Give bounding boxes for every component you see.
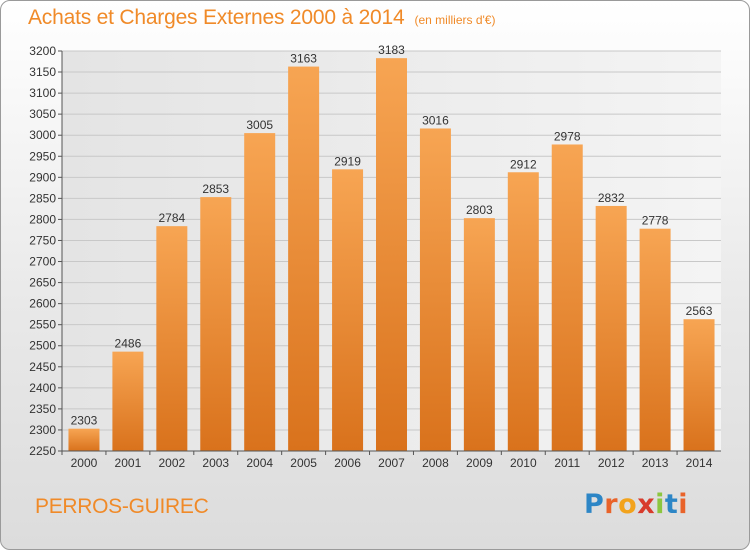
y-tick-label: 2350 — [29, 402, 56, 416]
bar — [595, 205, 627, 451]
bar — [68, 428, 100, 451]
x-tick-label: 2002 — [158, 456, 185, 470]
y-tick-label: 2600 — [29, 297, 56, 311]
bar — [376, 58, 407, 451]
proxiti-logo: Proxiti — [584, 489, 688, 520]
x-tick-label: 2003 — [202, 456, 229, 470]
y-tick-label: 3200 — [29, 44, 56, 58]
x-tick-label: 2000 — [71, 456, 98, 470]
town-name: PERROS-GUIREC — [35, 495, 209, 518]
x-tick-label: 2008 — [422, 456, 449, 470]
y-tick-label: 2500 — [29, 339, 56, 353]
bar — [112, 351, 144, 451]
y-tick-label: 2900 — [29, 170, 56, 184]
data-label: 2563 — [686, 304, 713, 318]
data-label: 2784 — [158, 211, 185, 225]
data-label: 2803 — [466, 203, 493, 217]
bar — [639, 228, 671, 451]
x-tick-label: 2004 — [246, 456, 273, 470]
bar — [288, 66, 320, 451]
y-tick-label: 2950 — [29, 149, 56, 163]
y-tick-label: 2250 — [29, 444, 56, 458]
bar — [463, 218, 495, 451]
chart-title: Achats et Charges Externes 2000 à 2014 — [28, 6, 405, 29]
y-tick-label: 2650 — [29, 276, 56, 290]
bar — [683, 319, 715, 451]
data-label: 3183 — [378, 43, 405, 57]
data-label: 2978 — [554, 129, 581, 143]
y-tick-label: 3000 — [29, 128, 56, 142]
y-tick-label: 2450 — [29, 360, 56, 374]
y-tick-label: 2400 — [29, 381, 56, 395]
y-tick-label: 2850 — [29, 191, 56, 205]
data-label: 2832 — [598, 191, 625, 205]
x-tick-label: 2006 — [334, 456, 361, 470]
data-label: 2919 — [334, 154, 361, 168]
y-tick-label: 2800 — [29, 212, 56, 226]
logo-letter: o — [618, 489, 638, 520]
x-tick-label: 2010 — [510, 456, 537, 470]
data-label: 2486 — [115, 337, 142, 351]
bar — [507, 172, 539, 451]
logo-letter: i — [678, 489, 689, 520]
logo-letter: t — [664, 489, 679, 520]
x-tick-label: 2009 — [466, 456, 493, 470]
logo-letter: x — [637, 489, 656, 520]
chart-title-row: Achats et Charges Externes 2000 à 2014 (e… — [28, 6, 495, 30]
logo-letter: P — [584, 489, 605, 520]
x-tick-label: 2001 — [115, 456, 142, 470]
y-tick-label: 3100 — [29, 86, 56, 100]
chart-subtitle: (en milliers d'€) — [414, 13, 496, 27]
bar — [332, 169, 364, 451]
data-label: 3005 — [246, 118, 273, 132]
y-tick-label: 2550 — [29, 318, 56, 332]
logo-letter: i — [655, 489, 665, 520]
data-label: 2912 — [510, 157, 537, 171]
x-tick-label: 2005 — [290, 456, 317, 470]
x-tick-label: 2013 — [642, 456, 669, 470]
x-tick-label: 2014 — [686, 456, 713, 470]
data-label: 2303 — [71, 414, 98, 428]
y-tick-label: 2700 — [29, 255, 56, 269]
bar — [551, 144, 583, 451]
x-tick-label: 2007 — [378, 456, 405, 470]
data-label: 3016 — [422, 113, 449, 127]
y-tick-label: 2750 — [29, 233, 56, 247]
bar — [244, 133, 276, 451]
x-tick-label: 2011 — [554, 456, 580, 470]
data-label: 3163 — [290, 52, 317, 66]
bar — [200, 197, 232, 451]
data-label: 2853 — [202, 182, 229, 196]
y-tick-label: 3150 — [29, 65, 56, 79]
x-tick-label: 2012 — [598, 456, 625, 470]
bar — [419, 128, 451, 451]
logo-letter: r — [604, 489, 619, 520]
data-label: 2778 — [642, 214, 669, 228]
y-tick-label: 3050 — [29, 107, 56, 121]
bar — [156, 226, 188, 451]
y-tick-label: 2300 — [29, 423, 56, 437]
